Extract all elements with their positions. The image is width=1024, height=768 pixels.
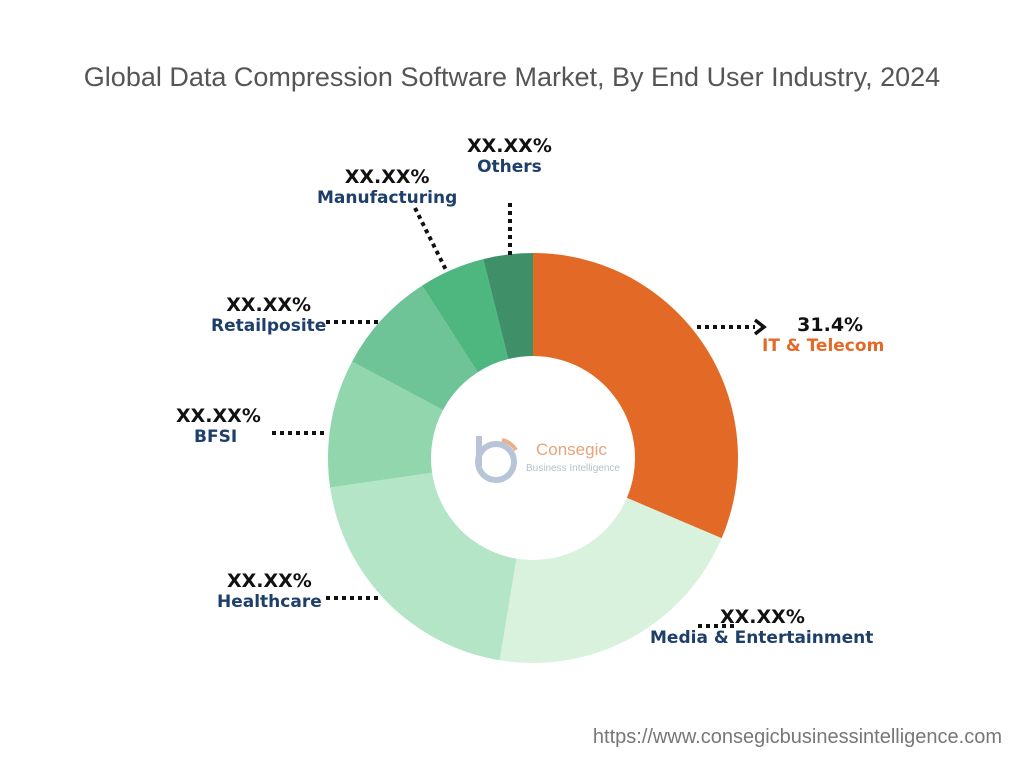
category-label: Healthcare — [217, 592, 322, 612]
category-label: Manufacturing — [317, 188, 458, 208]
label-bfsi: XX.XX% BFSI — [176, 405, 261, 447]
slice-it-telecom — [533, 253, 738, 539]
slice-manufacturing — [422, 259, 509, 373]
label-retail: XX.XX% Retailposite — [211, 294, 326, 336]
label-healthcare: XX.XX% Healthcare — [217, 570, 322, 612]
slice-retailposite — [352, 285, 478, 410]
logo-icon — [475, 436, 518, 483]
consegic-logo: Consegic Business Intelligence — [472, 430, 642, 490]
slice-bfsi — [328, 361, 444, 488]
source-url[interactable]: https://www.consegicbusinessintelligence… — [592, 726, 1002, 748]
value-label: XX.XX% — [226, 570, 312, 592]
category-label: IT & Telecom — [762, 336, 885, 356]
logo-tagline: Business Intelligence — [526, 463, 620, 474]
label-manufacturing: XX.XX% Manufacturing — [317, 166, 457, 208]
category-label: Retailposite — [211, 316, 327, 336]
slice-others — [483, 253, 533, 360]
category-label: Others — [477, 157, 542, 177]
value-label: XX.XX% — [176, 405, 261, 427]
value-label: XX.XX% — [720, 606, 805, 628]
chart-title: Global Data Compression Software Market,… — [83, 62, 941, 92]
value-label: XX.XX% — [226, 294, 312, 316]
label-it-telecom: 31.4% IT & Telecom — [762, 314, 884, 356]
leader-line — [413, 207, 448, 271]
slice-media-entertainment — [499, 497, 722, 664]
label-others: XX.XX% Others — [467, 135, 552, 177]
arrow-icon — [753, 318, 767, 336]
label-media: XX.XX% Media & Entertainment — [650, 606, 873, 648]
category-label: Media & Entertainment — [650, 628, 874, 648]
value-label: 31.4% — [797, 314, 864, 336]
slice-healthcare — [330, 472, 517, 661]
logo-name: Consegic — [536, 440, 607, 459]
value-label: XX.XX% — [467, 135, 552, 157]
category-label: BFSI — [194, 427, 238, 447]
value-label: XX.XX% — [344, 166, 430, 188]
